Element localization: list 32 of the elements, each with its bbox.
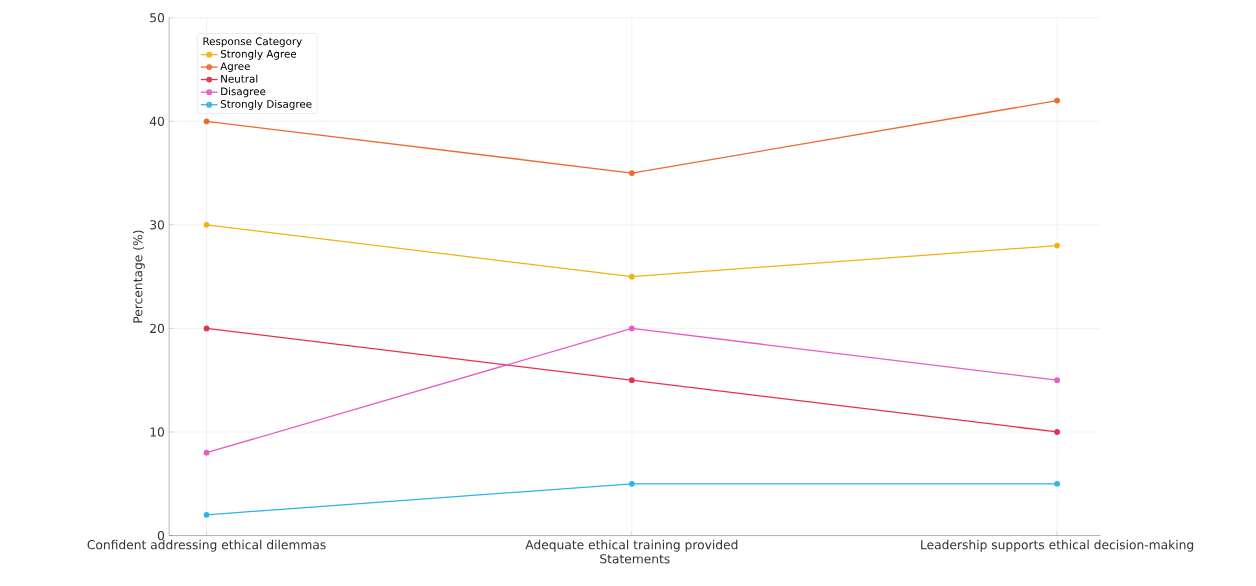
legend-label: Strongly Agree	[220, 49, 297, 60]
point	[628, 170, 635, 177]
point	[203, 222, 210, 228]
x-axis-title: Statements	[600, 554, 670, 564]
y-tick-label: 30	[150, 220, 165, 230]
point	[203, 512, 210, 518]
y-tick-label: 50	[150, 13, 165, 23]
y-axis-title: Percentage (%)	[132, 230, 145, 323]
point	[628, 480, 635, 487]
point	[628, 273, 635, 280]
point	[628, 377, 635, 384]
legend-label: Neutral	[221, 74, 258, 83]
y-tick-label: 40	[149, 116, 165, 127]
y-tick-label: 0	[157, 531, 165, 541]
point	[628, 325, 635, 332]
point	[1054, 242, 1060, 249]
point	[1054, 480, 1060, 487]
x-tick-label: Confident addressing ethical dilemmas	[87, 539, 326, 552]
y-tick-label: 10	[150, 427, 165, 437]
point	[1054, 429, 1060, 435]
x-tick-label: Leadership supports ethical decision-making	[921, 539, 1194, 552]
point	[1054, 377, 1060, 384]
point	[203, 325, 210, 332]
point	[203, 118, 210, 125]
legend-label: Strongly Disagree	[220, 100, 312, 110]
legend-title: Response Category	[203, 37, 302, 48]
x-tick-label: Adequate ethical training provided	[525, 539, 738, 552]
legend-label: Agree	[220, 62, 250, 73]
legend-label: Disagree	[221, 87, 266, 98]
point	[1054, 97, 1060, 104]
point	[203, 449, 210, 456]
y-tick-label: 20	[150, 323, 165, 334]
